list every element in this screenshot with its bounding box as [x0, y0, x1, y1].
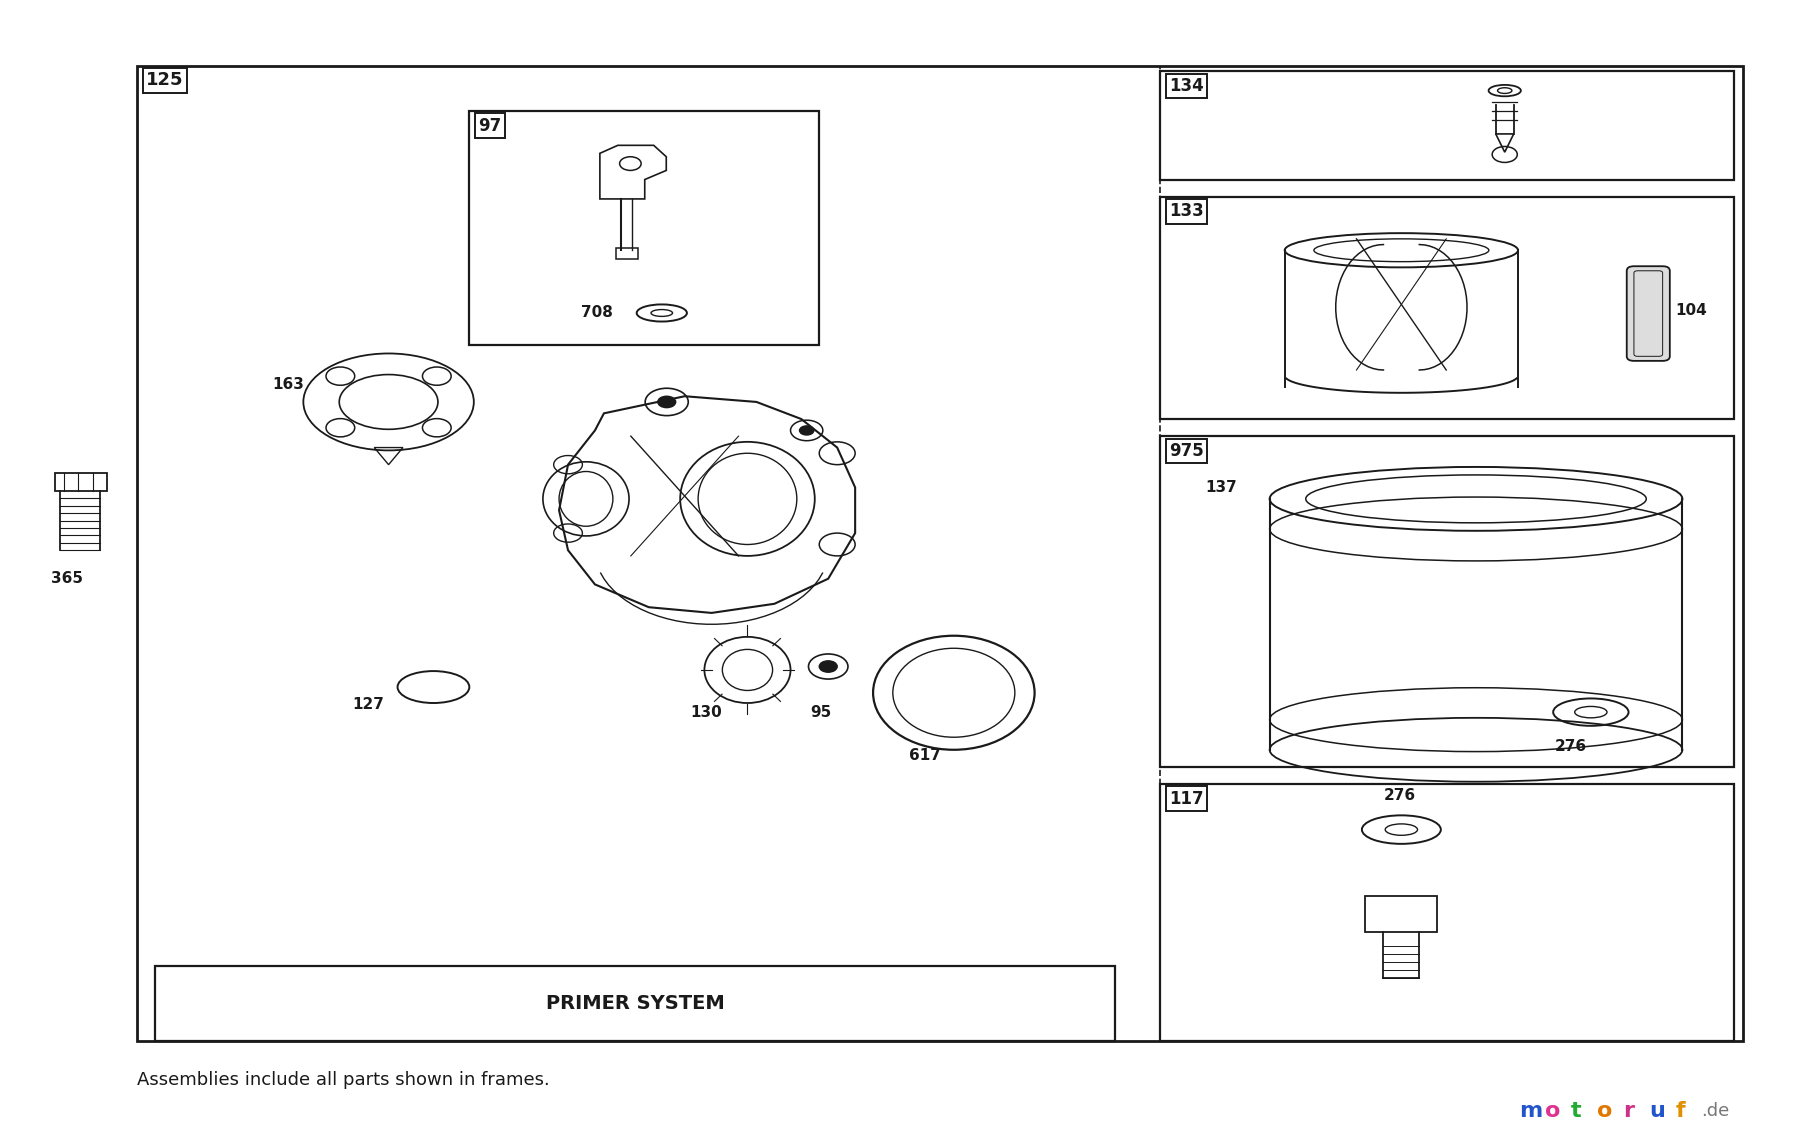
Text: 127: 127 [353, 697, 385, 712]
Text: 133: 133 [1170, 203, 1204, 220]
Circle shape [819, 661, 837, 673]
Text: o: o [1597, 1101, 1613, 1121]
Text: m: m [1519, 1101, 1543, 1121]
Bar [1161, 197, 1735, 419]
Text: 365: 365 [50, 571, 83, 587]
Text: 95: 95 [810, 705, 832, 720]
Bar [1366, 896, 1436, 932]
Text: 125: 125 [146, 71, 184, 89]
Text: f: f [1676, 1101, 1685, 1121]
Text: r: r [1624, 1101, 1634, 1121]
Bar [1161, 784, 1735, 1041]
Text: 276: 276 [1555, 739, 1588, 754]
Text: PRIMER SYSTEM: PRIMER SYSTEM [545, 994, 725, 1013]
Bar [137, 65, 1744, 1041]
Text: o: o [1544, 1101, 1561, 1121]
Circle shape [657, 397, 675, 408]
Text: 276: 276 [1384, 788, 1415, 803]
Text: 163: 163 [272, 377, 304, 392]
Text: 617: 617 [909, 748, 941, 763]
Text: 117: 117 [1170, 790, 1204, 808]
Bar [470, 111, 819, 345]
Bar [1161, 437, 1735, 767]
Text: 975: 975 [1170, 442, 1204, 460]
Circle shape [799, 426, 814, 435]
Bar [1161, 71, 1735, 180]
Text: 97: 97 [479, 117, 502, 135]
Bar [155, 966, 1116, 1041]
Polygon shape [1496, 134, 1514, 152]
Text: .de: .de [1701, 1102, 1730, 1121]
Text: 130: 130 [689, 705, 722, 720]
Text: 134: 134 [1170, 77, 1204, 95]
Text: 708: 708 [581, 306, 614, 321]
Text: t: t [1571, 1101, 1582, 1121]
Text: Assemblies include all parts shown in frames.: Assemblies include all parts shown in fr… [137, 1072, 551, 1090]
Text: 104: 104 [1676, 304, 1706, 319]
Bar [54, 472, 106, 490]
Bar [616, 248, 637, 259]
Text: 137: 137 [1204, 480, 1237, 495]
Text: u: u [1649, 1101, 1665, 1121]
FancyBboxPatch shape [1627, 266, 1670, 361]
